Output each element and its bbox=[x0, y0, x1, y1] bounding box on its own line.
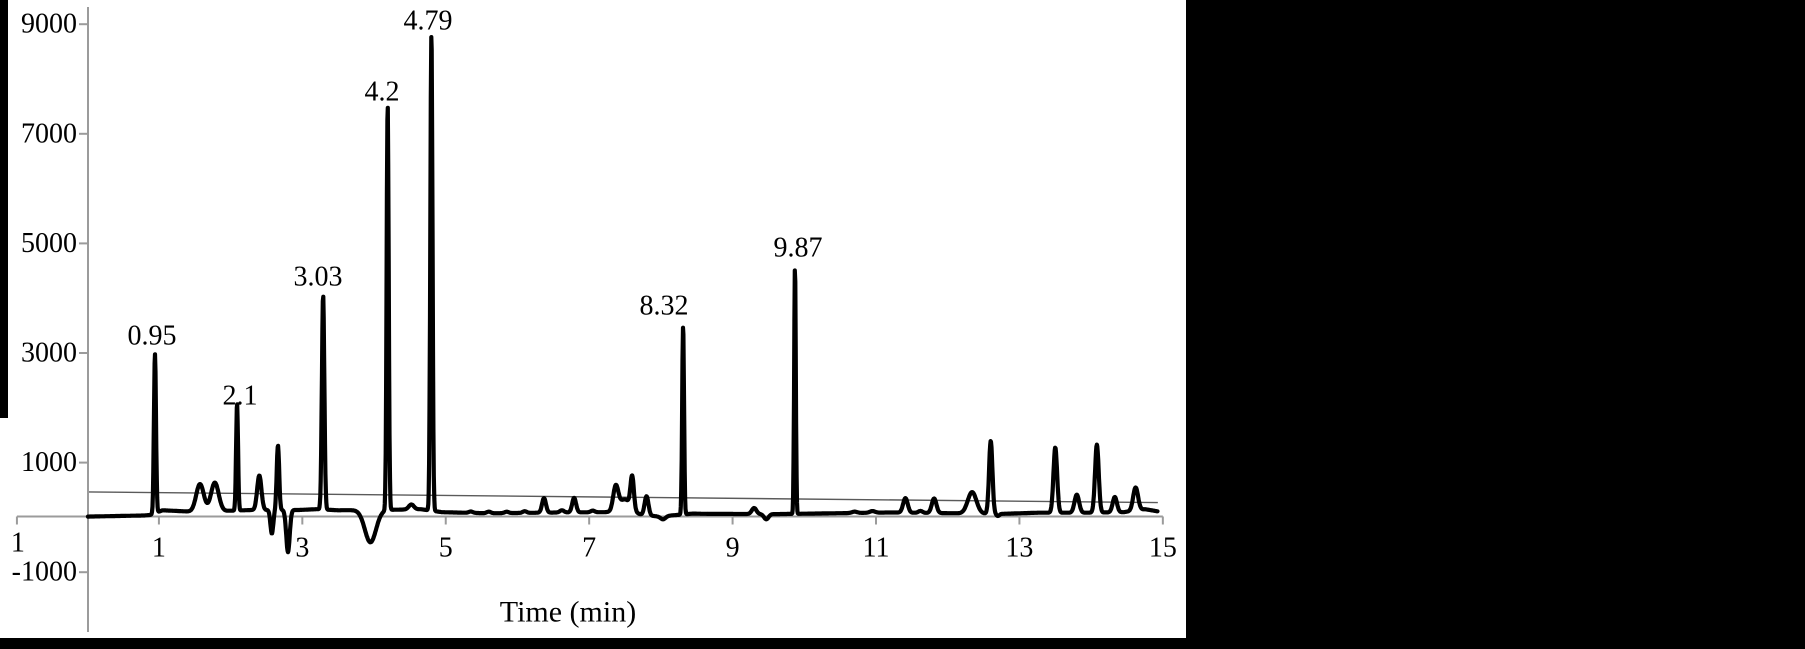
x-tick-label: 15 bbox=[1149, 533, 1177, 564]
peak-label: 4.2 bbox=[364, 76, 399, 107]
origin-tick-label: 1 bbox=[11, 528, 25, 559]
y-tick-label: 3000 bbox=[21, 338, 77, 369]
peak-label: 2.1 bbox=[223, 380, 258, 411]
peak-label: 3.03 bbox=[294, 261, 343, 292]
y-tick-label: 5000 bbox=[21, 228, 77, 259]
peak-label: 8.32 bbox=[639, 290, 688, 321]
chromatogram-trace bbox=[85, 35, 1160, 555]
y-tick-label: -1000 bbox=[12, 557, 77, 588]
x-tick-label: 3 bbox=[295, 533, 309, 564]
right-black-panel bbox=[1186, 0, 1805, 649]
left-black-bar bbox=[0, 0, 8, 418]
peak-label: 0.95 bbox=[128, 321, 177, 352]
x-tick-label: 1 bbox=[152, 533, 166, 564]
peak-label: 9.87 bbox=[773, 233, 822, 264]
x-tick-label: 13 bbox=[1005, 533, 1033, 564]
x-tick-label: 5 bbox=[439, 533, 453, 564]
x-tick-label: 11 bbox=[863, 533, 890, 564]
x-tick-label: 9 bbox=[726, 533, 740, 564]
peak-label: 4.79 bbox=[404, 6, 453, 37]
x-axis-title: Time (min) bbox=[500, 596, 636, 629]
bottom-black-bar bbox=[0, 638, 1805, 649]
x-tick-label: 7 bbox=[582, 533, 596, 564]
y-tick-label: 9000 bbox=[21, 9, 77, 40]
threshold-line bbox=[87, 491, 1158, 504]
y-tick-label: 7000 bbox=[21, 118, 77, 149]
y-tick-label: 1000 bbox=[21, 447, 77, 478]
